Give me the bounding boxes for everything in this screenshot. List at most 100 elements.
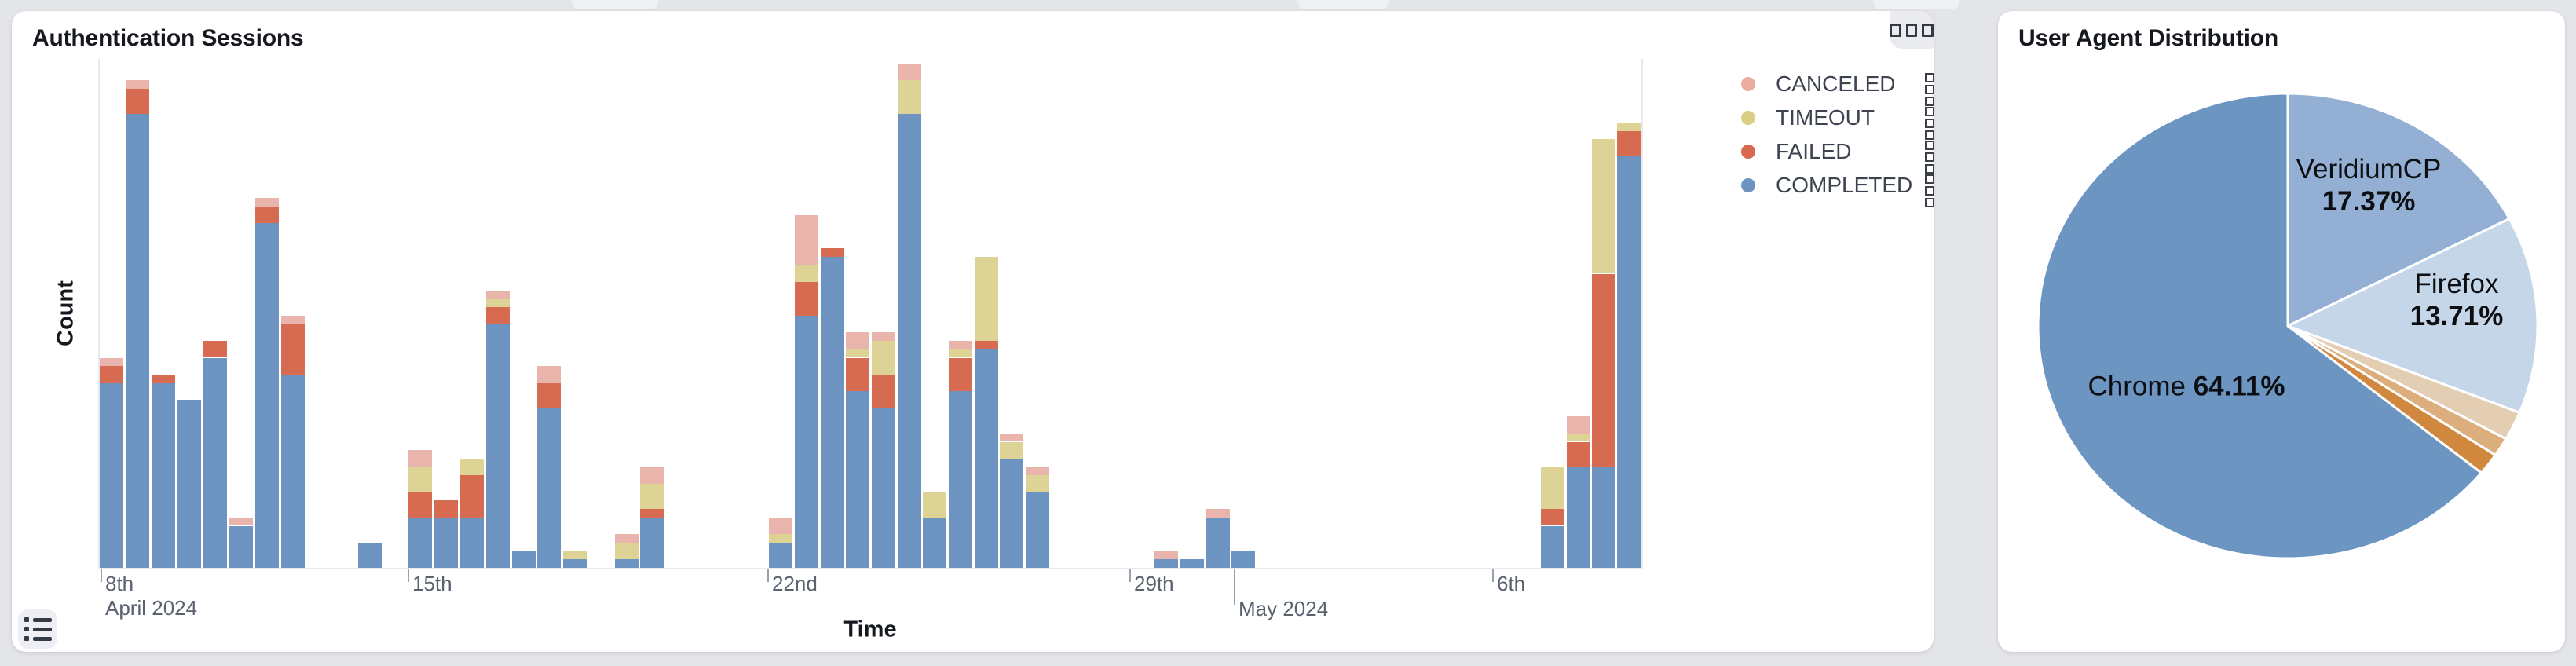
bar-segment-completed[interactable] xyxy=(255,223,279,568)
legend-drag-handle-icon[interactable] xyxy=(1925,141,1934,174)
bar-segment-failed[interactable] xyxy=(1541,509,1564,526)
bar-segment-canceled[interactable] xyxy=(615,534,639,543)
bar-segment-completed[interactable] xyxy=(1180,559,1204,568)
bar-segment-timeout[interactable] xyxy=(923,492,946,518)
bar-segment-timeout[interactable] xyxy=(615,542,639,560)
bar-segment-canceled[interactable] xyxy=(640,467,664,484)
bar-segment-failed[interactable] xyxy=(281,324,305,375)
data-table-button[interactable] xyxy=(18,609,57,649)
bar-segment-failed[interactable] xyxy=(537,382,561,408)
bar-segment-canceled[interactable] xyxy=(769,517,792,535)
bar-segment-completed[interactable] xyxy=(1206,517,1230,568)
bar-segment-timeout[interactable] xyxy=(949,349,972,358)
bar-segment-completed[interactable] xyxy=(177,400,201,568)
bar-segment-canceled[interactable] xyxy=(872,332,895,342)
bar-segment-completed[interactable] xyxy=(126,114,149,568)
bar-segment-completed[interactable] xyxy=(1154,559,1178,568)
bar-segment-completed[interactable] xyxy=(1592,467,1615,568)
legend-item-canceled[interactable]: CANCELED xyxy=(1741,68,1895,101)
bar-segment-completed[interactable] xyxy=(923,517,946,568)
bar-segment-failed[interactable] xyxy=(640,509,664,518)
bar-segment-failed[interactable] xyxy=(152,374,175,383)
bar-segment-canceled[interactable] xyxy=(100,357,123,367)
bar-segment-timeout[interactable] xyxy=(1541,467,1564,510)
bar-segment-completed[interactable] xyxy=(1026,492,1049,568)
bar-segment-failed[interactable] xyxy=(203,341,227,358)
bar-segment-timeout[interactable] xyxy=(1617,122,1641,131)
bar-segment-failed[interactable] xyxy=(255,206,279,224)
bar-segment-completed[interactable] xyxy=(152,382,175,568)
bar-segment-canceled[interactable] xyxy=(1206,509,1230,518)
bar-segment-failed[interactable] xyxy=(100,366,123,383)
bar-segment-timeout[interactable] xyxy=(872,341,895,375)
bar-segment-canceled[interactable] xyxy=(1026,467,1049,476)
bar-segment-completed[interactable] xyxy=(615,559,639,568)
bar-segment-failed[interactable] xyxy=(126,89,149,115)
bar-segment-canceled[interactable] xyxy=(1000,433,1023,442)
bar-segment-completed[interactable] xyxy=(1231,551,1255,568)
bar-segment-failed[interactable] xyxy=(975,341,998,349)
bar-segment-completed[interactable] xyxy=(898,114,921,568)
bar-segment-completed[interactable] xyxy=(229,525,253,568)
bar-segment-completed[interactable] xyxy=(1541,525,1564,568)
bar-segment-completed[interactable] xyxy=(358,542,382,568)
bar-segment-canceled[interactable] xyxy=(408,450,432,467)
bar-segment-timeout[interactable] xyxy=(563,551,587,560)
bar-segment-canceled[interactable] xyxy=(126,80,149,90)
legend-item-failed[interactable]: FAILED xyxy=(1741,135,1851,168)
bar-segment-completed[interactable] xyxy=(640,517,664,568)
bar-segment-completed[interactable] xyxy=(512,551,536,568)
bar-segment-canceled[interactable] xyxy=(281,316,305,324)
legend-drag-handle-icon[interactable] xyxy=(1925,73,1934,106)
bar-segment-failed[interactable] xyxy=(460,475,484,518)
bar-segment-canceled[interactable] xyxy=(846,332,869,349)
bar-segment-timeout[interactable] xyxy=(1592,139,1615,274)
bar-segment-timeout[interactable] xyxy=(975,257,998,342)
bar-segment-timeout[interactable] xyxy=(769,534,792,543)
bar-segment-completed[interactable] xyxy=(434,517,458,568)
bar-segment-canceled[interactable] xyxy=(1154,551,1178,560)
bar-segment-completed[interactable] xyxy=(1567,467,1590,568)
bar-segment-completed[interactable] xyxy=(486,324,510,568)
chart-menu-button[interactable] xyxy=(1890,11,1934,49)
bar-segment-failed[interactable] xyxy=(486,307,510,324)
bar-segment-completed[interactable] xyxy=(846,391,869,568)
bar-segment-completed[interactable] xyxy=(537,408,561,568)
bar-segment-completed[interactable] xyxy=(408,517,432,568)
bar-segment-timeout[interactable] xyxy=(795,265,818,283)
bar-segment-completed[interactable] xyxy=(1000,458,1023,568)
legend-drag-handle-icon[interactable] xyxy=(1925,174,1934,207)
bar-segment-failed[interactable] xyxy=(408,492,432,518)
bar-segment-timeout[interactable] xyxy=(408,467,432,492)
bar-segment-failed[interactable] xyxy=(795,282,818,316)
bar-segment-completed[interactable] xyxy=(460,517,484,568)
bar-segment-completed[interactable] xyxy=(872,408,895,568)
bar-segment-failed[interactable] xyxy=(821,248,844,258)
bar-segment-canceled[interactable] xyxy=(898,64,921,81)
legend-drag-handle-icon[interactable] xyxy=(1925,107,1934,140)
bar-segment-completed[interactable] xyxy=(203,357,227,568)
bar-segment-completed[interactable] xyxy=(563,559,587,568)
bar-segment-timeout[interactable] xyxy=(460,458,484,476)
pie-slice-VeridiumCP[interactable] xyxy=(2286,92,2511,328)
bar-segment-failed[interactable] xyxy=(846,357,869,392)
bar-segment-canceled[interactable] xyxy=(486,290,510,299)
bar-segment-failed[interactable] xyxy=(1567,441,1590,467)
bar-segment-completed[interactable] xyxy=(769,542,792,568)
bar-segment-completed[interactable] xyxy=(1617,156,1641,568)
bar-segment-failed[interactable] xyxy=(434,500,458,518)
bar-segment-canceled[interactable] xyxy=(949,341,972,349)
bar-segment-completed[interactable] xyxy=(281,374,305,568)
pie-slice-Firefox[interactable] xyxy=(2286,217,2539,414)
bar-segment-completed[interactable] xyxy=(949,391,972,568)
legend-item-timeout[interactable]: TIMEOUT xyxy=(1741,101,1875,134)
bar-segment-completed[interactable] xyxy=(821,257,844,568)
bar-segment-timeout[interactable] xyxy=(1567,433,1590,442)
bar-segment-timeout[interactable] xyxy=(1000,441,1023,459)
bar-segment-canceled[interactable] xyxy=(795,214,818,265)
legend-item-completed[interactable]: COMPLETED xyxy=(1741,169,1912,202)
bar-segment-timeout[interactable] xyxy=(640,484,664,510)
bar-segment-canceled[interactable] xyxy=(537,366,561,383)
bar-segment-failed[interactable] xyxy=(1617,130,1641,156)
bar-segment-failed[interactable] xyxy=(872,374,895,408)
